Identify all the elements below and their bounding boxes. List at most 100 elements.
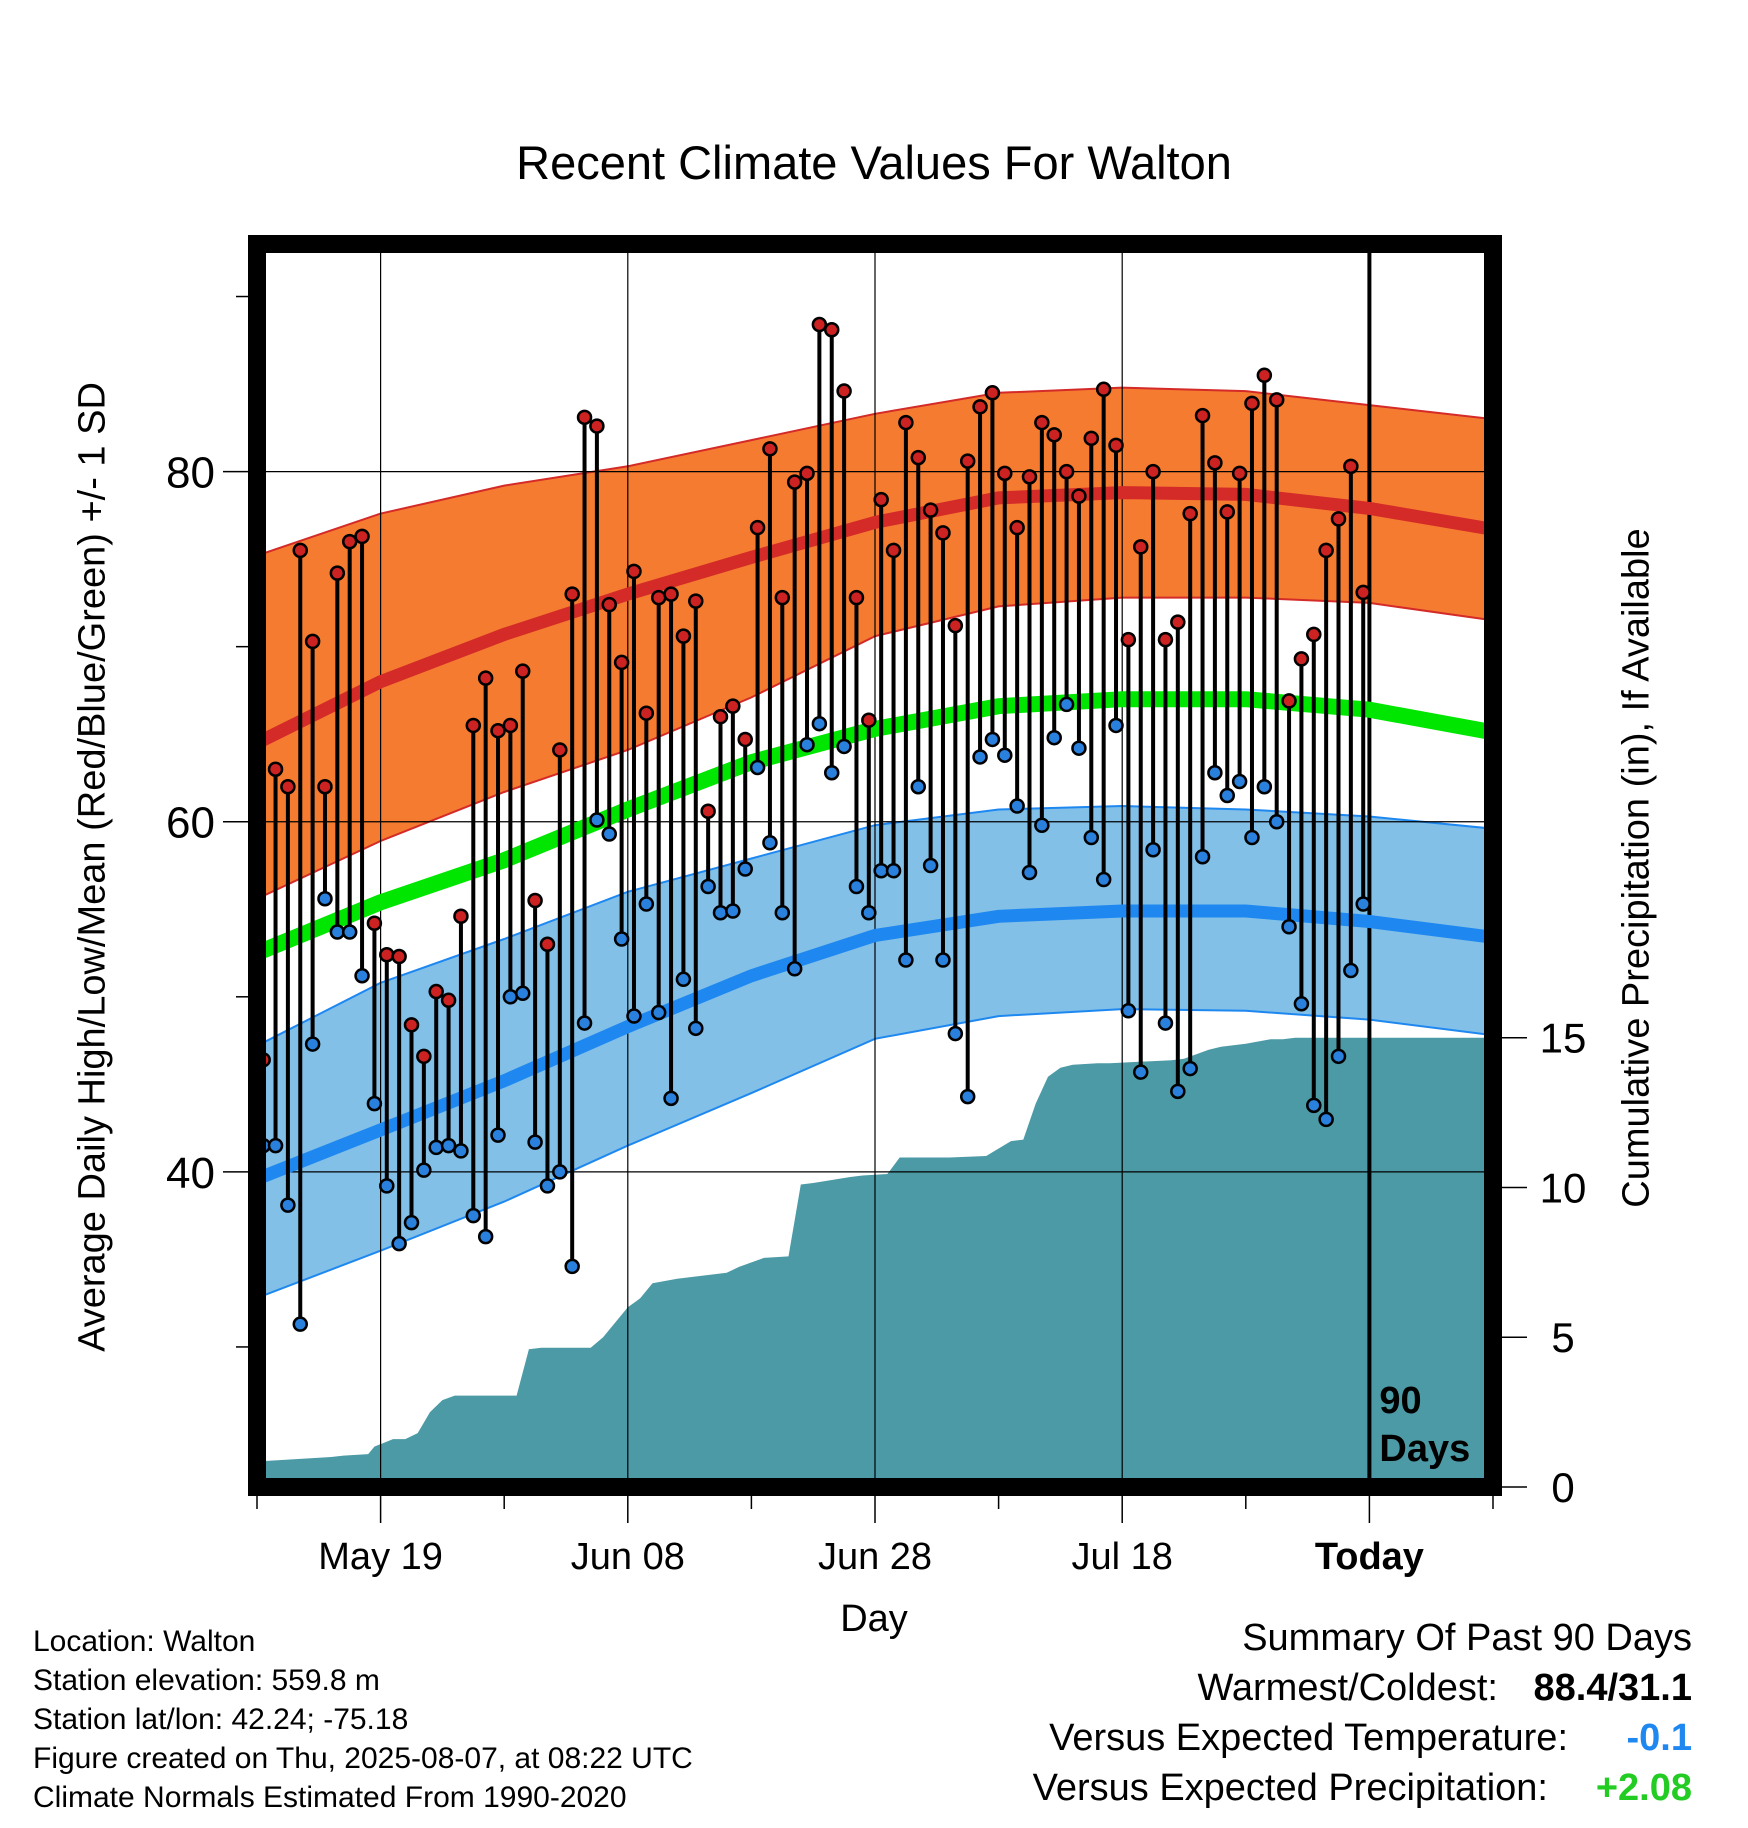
low-dot	[552, 1164, 568, 1180]
low-dot	[774, 905, 791, 921]
low-dot	[354, 968, 370, 984]
low-dot	[861, 905, 877, 921]
high-dot	[1046, 427, 1062, 443]
low-dot	[453, 1143, 469, 1159]
high-dot	[873, 491, 889, 508]
high-dot	[317, 778, 333, 795]
chart-title: Recent Climate Values For Walton	[516, 136, 1232, 189]
axis-ticks: 40 60 80 0 5 10 15 May 19 Jun 08 Jun 28 Jul 18 Toda…	[166, 295, 1587, 1578]
low-dot	[1083, 829, 1100, 846]
low-dot	[589, 812, 605, 828]
low-dot	[514, 985, 531, 1002]
summary-panel: Summary Of Past 90 Days Warmest/Coldest:…	[1033, 1613, 1692, 1813]
summary-warmest-coldest: Warmest/Coldest: 88.4/31.1	[1033, 1663, 1692, 1713]
low-dot	[267, 1137, 284, 1154]
high-dot	[737, 731, 753, 748]
y-right-tick-label: 15	[1540, 1015, 1587, 1062]
high-dot	[848, 589, 865, 606]
high-dot	[1355, 584, 1371, 601]
temperature-label: Versus Expected Temperature:	[1049, 1717, 1568, 1759]
low-dot	[836, 738, 852, 755]
warmest-coldest-label: Warmest/Coldest:	[1197, 1667, 1498, 1709]
y-axis-right-label: Cumulative Precipitation (in), If Availa…	[1615, 528, 1658, 1208]
low-dot	[1281, 919, 1297, 935]
today-days-label: 90	[1379, 1380, 1421, 1422]
high-normal-line	[254, 486, 1495, 749]
low-dot	[1021, 864, 1038, 881]
high-dot	[1343, 458, 1359, 475]
high-dot	[354, 528, 370, 545]
low-dot	[576, 1015, 593, 1031]
low-dot	[527, 1134, 543, 1150]
high-dot	[1244, 395, 1260, 412]
low-normal-line	[254, 904, 1494, 1185]
low-dot	[341, 924, 358, 940]
high-dot	[514, 663, 531, 679]
high-dot	[885, 542, 902, 559]
high-dot	[1256, 367, 1273, 384]
high-dot	[280, 778, 296, 795]
precipitation-area	[257, 1037, 1487, 1487]
high-dot	[898, 414, 914, 431]
low-dot	[440, 1137, 457, 1154]
high-dot	[675, 628, 692, 644]
latlon-text: Station lat/lon: 42.24; -75.18	[33, 1703, 409, 1736]
high-dot	[613, 654, 630, 671]
high-dot	[1108, 437, 1124, 454]
low-dot	[823, 764, 840, 781]
precipitation-value: +2.08	[1595, 1767, 1692, 1809]
summary-precipitation: Versus Expected Precipitation: +2.08	[1033, 1763, 1692, 1813]
elevation-text: Station elevation: 559.8 m	[33, 1664, 380, 1697]
low-dot	[1071, 740, 1087, 756]
low-dot	[1343, 962, 1359, 979]
high-dot	[922, 502, 939, 518]
high-dot	[1145, 463, 1161, 480]
low-dot	[1306, 1097, 1322, 1114]
high-dot	[1318, 542, 1334, 559]
high-dot	[749, 519, 766, 536]
high-dot	[1034, 414, 1050, 431]
high-dot	[1231, 465, 1248, 482]
high-dot	[1194, 407, 1211, 424]
low-dot	[403, 1214, 420, 1231]
high-dot	[366, 915, 383, 932]
low-dot	[366, 1095, 383, 1112]
plot-frame-layer	[248, 235, 1502, 1496]
daily-dots	[255, 316, 1371, 1332]
high-dot	[1219, 504, 1236, 520]
low-dot	[416, 1162, 432, 1178]
low-dot	[304, 1036, 321, 1052]
x-tick-label: Today	[1315, 1536, 1424, 1578]
high-dot	[564, 586, 580, 602]
low-dot	[638, 896, 655, 912]
high-dot	[1330, 511, 1347, 527]
low-dot	[1244, 829, 1260, 846]
low-dot	[786, 961, 803, 977]
high-dot	[688, 593, 704, 609]
low-dot	[601, 826, 618, 842]
low-dot	[898, 952, 914, 968]
today-days-label: Days	[1379, 1428, 1470, 1470]
high-dot	[725, 698, 741, 714]
low-dot	[379, 1178, 395, 1194]
high-dot	[811, 316, 828, 333]
high-dot	[1120, 631, 1137, 648]
low-dot	[613, 931, 630, 947]
high-dot	[626, 563, 642, 580]
low-dot	[650, 1004, 667, 1021]
high-dot	[836, 383, 852, 399]
low-dot	[700, 878, 716, 895]
high-dot	[1132, 539, 1149, 555]
low-dot	[391, 1235, 407, 1252]
high-dot	[391, 948, 407, 965]
location-text: Location: Walton	[33, 1625, 256, 1658]
summary-heading: Summary Of Past 90 Days	[1242, 1617, 1692, 1659]
high-dot	[1157, 631, 1174, 648]
created-text: Figure created on Thu, 2025-08-07, at 08…	[33, 1742, 693, 1775]
high-dot	[267, 761, 284, 777]
y-right-tick-label: 5	[1551, 1314, 1574, 1361]
high-dot	[502, 717, 519, 734]
x-tick-label: Jun 08	[571, 1536, 685, 1578]
high-dot	[440, 992, 457, 1009]
